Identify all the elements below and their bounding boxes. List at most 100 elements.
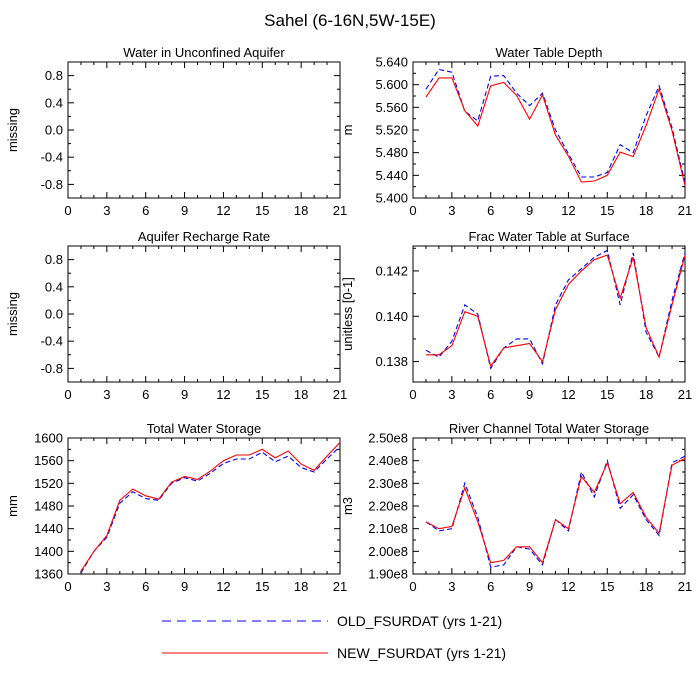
y-tick-label: 2.40e8 [368, 453, 408, 468]
x-tick-label: 12 [561, 387, 575, 402]
y-tick-label: 0.140 [375, 309, 408, 324]
x-tick-label: 18 [294, 203, 308, 218]
x-tick-label: 9 [526, 387, 533, 402]
x-tick-label: 9 [181, 203, 188, 218]
y-tick-label: 5.440 [375, 168, 408, 183]
panel-title: Water in Unconfined Aquifer [123, 45, 285, 60]
series-line-new [426, 254, 686, 368]
x-tick-label: 21 [678, 203, 692, 218]
x-tick-label: 9 [526, 579, 533, 594]
series-line-old [425, 68, 686, 183]
x-tick-label: 0 [64, 203, 71, 218]
x-tick-label: 0 [409, 387, 416, 402]
legend-new-label: NEW_FSURDAT (yrs 1-21) [337, 645, 506, 661]
y-tick-label: 2.50e8 [368, 431, 408, 446]
panel-3: Aquifer Recharge Rate 0 3 6 9 12 15 18 21 -0.8 -0.… [5, 229, 347, 402]
legend-old-label: OLD_FSURDAT (yrs 1-21) [337, 613, 502, 629]
x-tick-label: 3 [448, 387, 455, 402]
panel-1: Water in Unconfined Aquifer 0 3 6 9 12 15 18 21 -… [5, 45, 347, 218]
x-tick-label: 18 [294, 579, 308, 594]
panel-5: Total Water Storage 0 3 6 9 12 15 18 21 1360 1400 1… [5, 421, 347, 594]
y-tick-label: 5.600 [375, 77, 408, 92]
x-tick-label: 0 [409, 203, 416, 218]
y-tick-label: -0.4 [41, 150, 63, 165]
panel-title: Water Table Depth [496, 45, 603, 60]
plot-frame [67, 61, 341, 199]
x-tick-label: 12 [216, 579, 230, 594]
x-tick-label: 18 [639, 387, 653, 402]
x-tick-label: 6 [142, 387, 149, 402]
x-tick-label: 18 [639, 203, 653, 218]
x-tick-label: 15 [600, 579, 614, 594]
y-tick-label: 5.560 [375, 100, 408, 115]
x-tick-label: 9 [526, 203, 533, 218]
x-tick-label: 6 [487, 579, 494, 594]
x-tick-label: 21 [333, 579, 347, 594]
series-line-new [425, 457, 686, 564]
y-tick-label: -0.8 [41, 361, 63, 376]
y-tick-label: 0.4 [45, 279, 63, 294]
y-tick-label: -0.8 [41, 177, 63, 192]
y-tick-label: 1520 [34, 476, 63, 491]
y-tick-label: 1.90e8 [368, 567, 408, 582]
y-tick-label: 5.400 [375, 191, 408, 206]
x-tick-label: 3 [448, 203, 455, 218]
series-line-old [80, 446, 341, 574]
panel-4: Frac Water Table at Surface 0 3 6 9 12 15 18 21 0… [340, 229, 692, 402]
x-tick-label: 6 [487, 387, 494, 402]
y-tick-label: 5.480 [375, 145, 408, 160]
panel-title: Frac Water Table at Surface [468, 229, 629, 244]
plot-frame [412, 437, 686, 575]
x-tick-label: 6 [487, 203, 494, 218]
x-tick-label: 15 [255, 203, 269, 218]
y-tick-label: 1600 [34, 431, 63, 446]
y-tick-label: 0.0 [45, 307, 63, 322]
x-tick-label: 9 [181, 579, 188, 594]
plot-frame [412, 245, 686, 383]
y-tick-label: 0.4 [45, 95, 63, 110]
x-tick-label: 21 [333, 203, 347, 218]
x-tick-label: 12 [216, 387, 230, 402]
series-line-new [425, 77, 686, 186]
y-tick-label: 5.520 [375, 123, 408, 138]
figure-title: Sahel (6-16N,5W-15E) [264, 11, 436, 30]
x-tick-label: 15 [255, 387, 269, 402]
x-tick-label: 21 [678, 579, 692, 594]
x-tick-label: 3 [103, 387, 110, 402]
y-tick-label: 2.30e8 [368, 476, 408, 491]
x-tick-label: 12 [561, 579, 575, 594]
x-tick-label: 0 [409, 579, 416, 594]
x-tick-label: 15 [255, 579, 269, 594]
plot-frame [67, 437, 341, 575]
x-tick-label: 21 [678, 387, 692, 402]
y-axis-label: missing [5, 108, 20, 152]
y-tick-label: 1440 [34, 521, 63, 536]
y-tick-label: 1360 [34, 567, 63, 582]
x-tick-label: 3 [448, 579, 455, 594]
y-axis-label: mm [5, 495, 20, 517]
x-tick-label: 0 [64, 387, 71, 402]
x-tick-label: 9 [181, 387, 188, 402]
y-tick-label: 0.8 [45, 252, 63, 267]
plot-frame [67, 245, 341, 383]
x-tick-label: 6 [142, 203, 149, 218]
x-tick-label: 18 [639, 579, 653, 594]
x-tick-label: 3 [103, 579, 110, 594]
legend: OLD_FSURDAT (yrs 1-21) NEW_FSURDAT (yrs … [162, 613, 506, 661]
y-tick-label: 1400 [34, 544, 63, 559]
panel-6: River Channel Total Water Storage 0 3 6 9 12 1… [340, 421, 692, 594]
x-tick-label: 12 [216, 203, 230, 218]
y-axis-label: missing [5, 292, 20, 336]
x-tick-label: 21 [333, 387, 347, 402]
y-tick-label: 1560 [34, 453, 63, 468]
x-tick-label: 3 [103, 203, 110, 218]
y-axis-label: m3 [340, 497, 355, 515]
y-tick-label: 1480 [34, 499, 63, 514]
series-line-old [425, 455, 686, 568]
y-tick-label: 5.640 [375, 55, 408, 70]
panel-title: River Channel Total Water Storage [449, 421, 649, 436]
y-tick-label: 2.00e8 [368, 544, 408, 559]
y-tick-label: 0.8 [45, 68, 63, 83]
y-tick-label: 2.10e8 [368, 521, 408, 536]
